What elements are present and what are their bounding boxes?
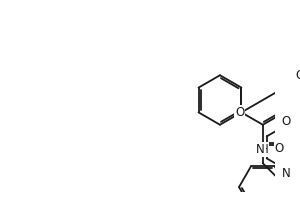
Text: N: N [281, 167, 290, 180]
Text: O: O [235, 106, 244, 119]
Text: O: O [281, 115, 290, 128]
Text: N: N [256, 143, 265, 156]
Text: O: O [296, 69, 300, 82]
Text: H: H [260, 143, 268, 156]
Text: O: O [275, 142, 284, 155]
